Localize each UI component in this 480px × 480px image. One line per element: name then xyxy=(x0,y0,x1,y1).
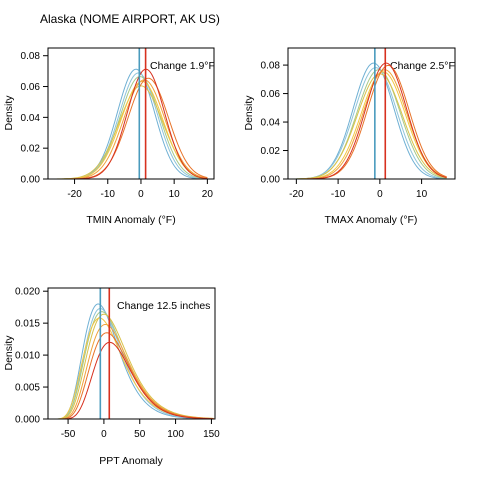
x-axis-label: PPT Anomaly xyxy=(99,455,163,467)
x-tick-label: 150 xyxy=(203,429,220,440)
panel-tmin: Change 1.9°F TMIN Anomaly (°F) Density -… xyxy=(3,47,215,226)
plot-frame xyxy=(47,47,215,180)
x-tick-label: 50 xyxy=(134,429,146,440)
plot-frame xyxy=(287,47,456,180)
y-tick-label: 0.015 xyxy=(15,319,40,330)
figure-title: Alaska (NOME AIRPORT, AK US) xyxy=(40,12,220,26)
density-curve-4 xyxy=(49,313,214,420)
y-tick-label: 0.06 xyxy=(21,82,41,93)
annotation-label: Change 2.5°F xyxy=(390,60,455,72)
x-tick-label: 10 xyxy=(169,189,181,200)
y-tick-label: 0.005 xyxy=(15,383,40,394)
x-tick-label: 20 xyxy=(202,189,214,200)
x-tick-label: 100 xyxy=(167,429,184,440)
density-curve-5 xyxy=(296,71,447,180)
plot-frame xyxy=(47,287,216,420)
x-tick-label: 0 xyxy=(377,189,383,200)
x-tick-label: -20 xyxy=(67,189,82,200)
panel-tmax: Change 2.5°F TMAX Anomaly (°F) Density -… xyxy=(243,47,456,226)
y-tick-label: 0.04 xyxy=(21,113,41,124)
y-axis-label: Density xyxy=(3,95,15,131)
panel-ppt: Change 12.5 inches PPT Anomaly Density -… xyxy=(3,287,220,467)
y-tick-label: 0.020 xyxy=(15,287,40,298)
y-tick-label: 0.02 xyxy=(261,146,281,157)
y-tick-label: 0.010 xyxy=(15,351,40,362)
x-tick-label: -10 xyxy=(101,189,116,200)
x-tick-label: -10 xyxy=(331,189,346,200)
density-curve-8 xyxy=(49,341,214,420)
x-axis-label: TMAX Anomaly (°F) xyxy=(325,214,418,226)
x-tick-label: 0 xyxy=(101,429,107,440)
y-tick-label: 0.02 xyxy=(21,144,41,155)
x-axis-label: TMIN Anomaly (°F) xyxy=(86,214,175,226)
y-axis-label: Density xyxy=(243,95,255,131)
y-tick-label: 0.00 xyxy=(261,175,281,186)
y-tick-label: 0.00 xyxy=(21,175,41,186)
y-tick-label: 0.08 xyxy=(21,51,41,62)
y-tick-label: 0.000 xyxy=(15,415,40,426)
density-curve-8 xyxy=(296,62,447,180)
annotation-label: Change 1.9°F xyxy=(150,60,215,72)
x-tick-label: -20 xyxy=(289,189,304,200)
y-axis-label: Density xyxy=(3,335,15,371)
density-curve-7 xyxy=(296,64,447,180)
x-tick-label: -50 xyxy=(61,429,76,440)
y-tick-label: 0.06 xyxy=(261,89,281,100)
density-curve-4 xyxy=(296,73,447,180)
y-tick-label: 0.08 xyxy=(261,61,281,72)
density-curve-2 xyxy=(54,72,208,180)
y-tick-label: 0.04 xyxy=(261,118,281,129)
x-tick-label: 10 xyxy=(416,189,428,200)
density-curve-2 xyxy=(296,67,447,180)
x-tick-label: 0 xyxy=(138,189,144,200)
annotation-label: Change 12.5 inches xyxy=(117,300,210,312)
